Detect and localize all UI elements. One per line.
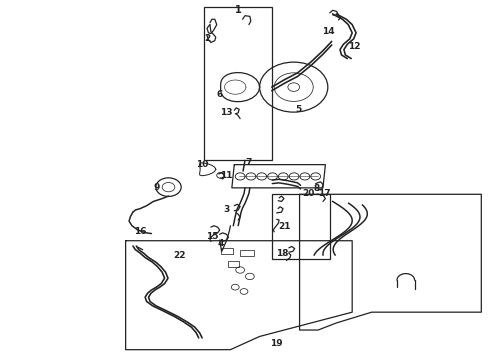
Text: 9: 9 <box>153 183 160 192</box>
Text: 3: 3 <box>223 205 230 214</box>
Text: 21: 21 <box>279 222 291 231</box>
Text: 4: 4 <box>218 239 224 248</box>
Text: 11: 11 <box>220 171 233 180</box>
Text: 13: 13 <box>220 108 233 117</box>
Text: 22: 22 <box>173 251 186 260</box>
Bar <box>203 7 272 160</box>
Text: 14: 14 <box>322 27 335 36</box>
Text: 6: 6 <box>216 90 222 99</box>
Text: 12: 12 <box>348 41 361 50</box>
Bar <box>240 249 254 256</box>
Bar <box>228 261 239 267</box>
Bar <box>272 194 330 258</box>
Text: 17: 17 <box>318 189 330 198</box>
Text: 15: 15 <box>206 232 218 241</box>
Text: 5: 5 <box>295 105 302 114</box>
Text: 2: 2 <box>204 35 210 44</box>
Text: 18: 18 <box>276 249 288 258</box>
Text: 20: 20 <box>302 189 315 198</box>
Text: 1: 1 <box>235 5 242 15</box>
Text: 7: 7 <box>245 158 252 167</box>
Text: 16: 16 <box>134 227 147 236</box>
Text: 10: 10 <box>196 161 209 170</box>
Bar <box>220 248 233 254</box>
Text: 19: 19 <box>270 339 283 348</box>
Text: 8: 8 <box>314 184 320 193</box>
